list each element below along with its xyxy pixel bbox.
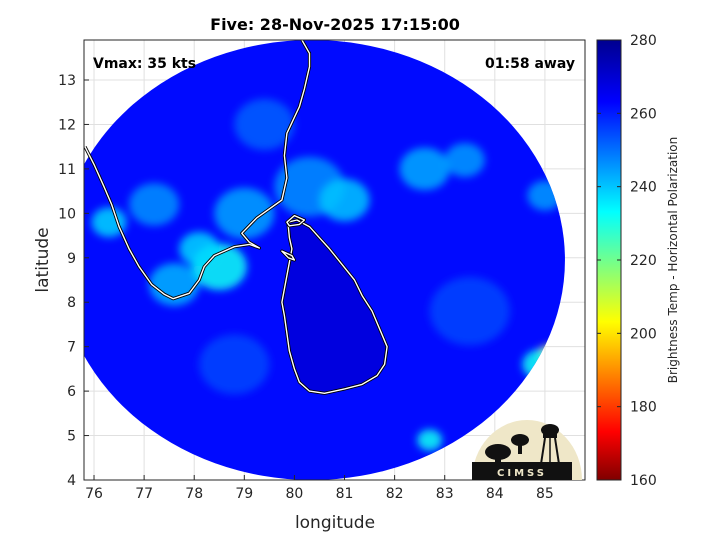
y-tick-label: 10 [58, 206, 76, 222]
coastline-sri-lanka [281, 219, 388, 394]
chart-title: Five: 28-Nov-2025 17:15:00 [210, 15, 460, 34]
colorbar-tick-label: 240 [630, 180, 657, 196]
y-tick-label: 7 [67, 340, 76, 356]
y-tick-label: 6 [67, 384, 76, 400]
colorbar-tick-label: 260 [630, 106, 657, 122]
y-tick-label: 4 [67, 473, 76, 489]
x-tick-label: 83 [436, 486, 454, 502]
brightness-feature [417, 429, 443, 451]
x-tick-label: 79 [235, 486, 253, 502]
x-tick-label: 84 [486, 486, 504, 502]
brightness-feature [199, 334, 270, 395]
y-tick-label: 13 [58, 73, 76, 89]
x-tick-label: 76 [85, 486, 103, 502]
brightness-feature [234, 98, 295, 150]
axes-frame [83, 39, 586, 481]
brightness-feature [91, 207, 127, 238]
x-tick-label: 81 [336, 486, 354, 502]
y-tick-label: 11 [58, 162, 76, 178]
brightness-feature [444, 142, 485, 178]
coastline-mannar-island [281, 250, 296, 261]
coastline-india [84, 40, 311, 300]
brightness-feature [429, 277, 510, 346]
colorbar-tick-label: 200 [630, 326, 657, 342]
x-tick-label: 82 [386, 486, 404, 502]
colorbar-ticks: 160 180 200 220 240 260 280 [597, 33, 657, 489]
time-offset-annotation: 01:58 away [485, 56, 575, 72]
colorbar-tick-label: 220 [630, 253, 657, 269]
colorbar-tick-label: 160 [630, 473, 657, 489]
y-axis-label: latitude [33, 227, 53, 292]
x-tick-label: 85 [536, 486, 554, 502]
brightness-feature [214, 187, 275, 239]
brightness-feature [179, 231, 220, 266]
x-axis-label: longitude [295, 513, 375, 533]
brightness-feature [129, 183, 180, 226]
colorbar-label: Brightness Temp - Horizontal Polarizatio… [666, 137, 680, 384]
x-tick-label: 78 [185, 486, 203, 502]
coastline-jaffna [286, 214, 306, 227]
x-tick-label: 80 [286, 486, 304, 502]
cimss-logo: CIMSS [472, 420, 582, 480]
y-axis-ticks: 4 5 6 7 8 9 10 11 12 13 [58, 73, 89, 489]
colorbar-tick-label: 180 [630, 400, 657, 416]
x-axis-ticks: 76 77 78 79 80 81 82 83 84 85 [85, 475, 554, 502]
coastline-layer [84, 40, 389, 395]
vmax-annotation: Vmax: 35 kts [93, 56, 196, 72]
y-tick-label: 5 [67, 429, 76, 445]
brightness-feature [319, 178, 370, 222]
y-tick-label: 12 [58, 117, 76, 133]
sri-lanka-land [281, 220, 388, 394]
colorbar-tick-label: 280 [630, 33, 657, 49]
cimss-logo-text: CIMSS [497, 468, 547, 479]
brightness-feature [399, 147, 450, 191]
y-tick-label: 9 [67, 251, 76, 267]
y-tick-label: 8 [67, 295, 76, 311]
x-tick-label: 77 [135, 486, 153, 502]
